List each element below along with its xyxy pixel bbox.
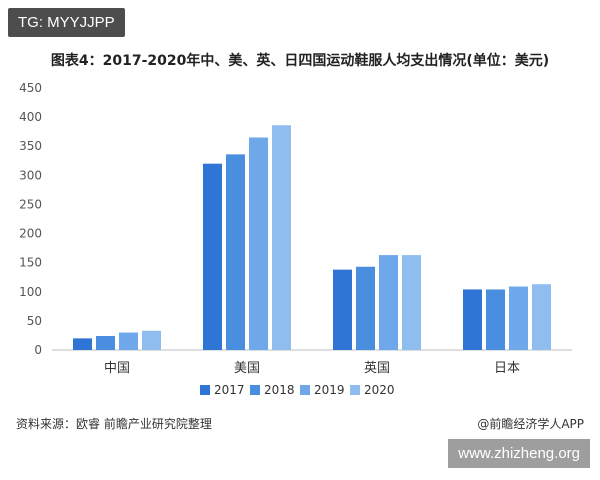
x-tick-label: 日本	[494, 361, 520, 376]
bar-2019-0	[119, 332, 138, 350]
y-tick-label: 150	[19, 256, 42, 270]
y-tick-label: 350	[19, 139, 42, 153]
y-tick-label: 0	[34, 343, 42, 357]
bar-2017-2	[333, 269, 352, 350]
y-tick-label: 300	[19, 168, 42, 182]
bar-2018-2	[356, 266, 375, 350]
y-tick-label: 400	[19, 110, 42, 124]
legend-swatch-2018	[250, 385, 260, 395]
bar-2018-3	[486, 289, 505, 350]
legend-label-2020: 2020	[364, 383, 395, 397]
legend-label-2018: 2018	[264, 383, 295, 397]
bar-2020-2	[402, 255, 421, 350]
bar-2018-0	[96, 336, 115, 350]
watermark-tag: TG: MYYJJPP	[8, 8, 125, 37]
legend-label-2019: 2019	[314, 383, 345, 397]
chart-title: 图表4：2017-2020年中、美、英、日四国运动鞋服人均支出情况(单位：美元)	[50, 53, 550, 69]
bar-2019-3	[509, 286, 528, 350]
source-note: 资料来源：欧睿 前瞻产业研究院整理	[16, 417, 212, 431]
bar-2019-1	[249, 137, 268, 350]
bar-2019-2	[379, 255, 398, 350]
x-tick-label: 美国	[234, 361, 260, 376]
bar-2018-1	[226, 154, 245, 350]
legend-swatch-2017	[200, 385, 210, 395]
bar-2017-3	[463, 289, 482, 350]
y-tick-label: 250	[19, 197, 42, 211]
legend-swatch-2019	[300, 385, 310, 395]
bar-2020-1	[272, 125, 291, 350]
legend-swatch-2020	[350, 385, 360, 395]
y-tick-label: 100	[19, 285, 42, 299]
x-tick-label: 中国	[104, 361, 130, 376]
y-tick-label: 200	[19, 227, 42, 241]
bar-2020-0	[142, 330, 161, 350]
y-tick-label: 50	[27, 314, 42, 328]
legend-label-2017: 2017	[214, 383, 245, 397]
site-tag: www.zhizheng.org	[448, 439, 590, 468]
bar-2017-1	[203, 163, 222, 350]
y-tick-label: 450	[19, 81, 42, 95]
bar-2020-3	[532, 284, 551, 350]
x-tick-label: 英国	[364, 361, 390, 376]
credit-note: @前瞻经济学人APP	[477, 417, 584, 431]
bar-2017-0	[73, 338, 92, 350]
